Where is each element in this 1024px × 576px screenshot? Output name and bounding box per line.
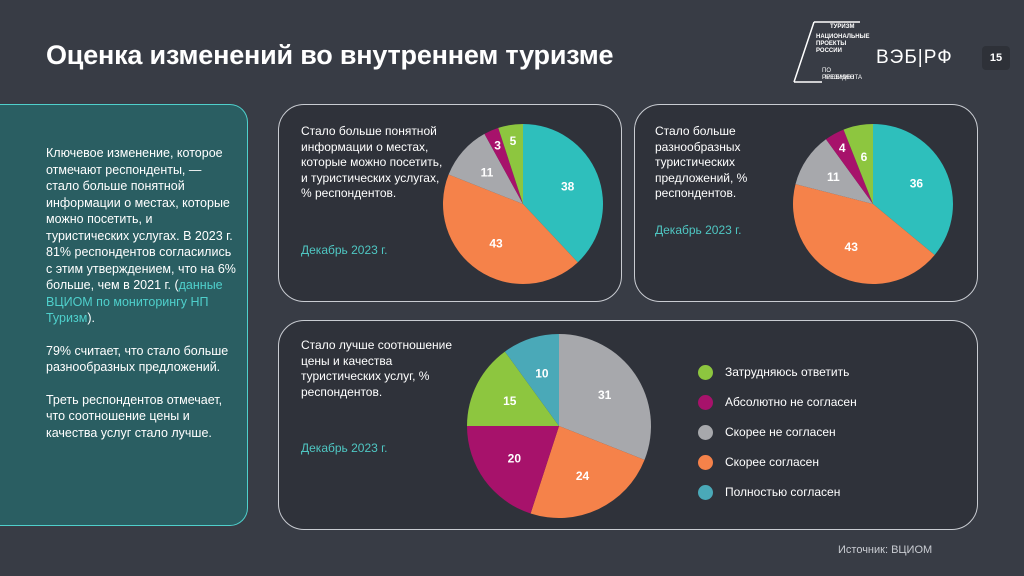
legend-label: Абсолютно не согласен <box>725 395 857 409</box>
pie-chart-2: 36 43 11 4 6 <box>793 124 953 284</box>
pie-slice <box>795 139 873 204</box>
source-note: Источник: ВЦИОМ <box>838 544 933 556</box>
legend-label: Полностью согласен <box>725 485 841 499</box>
legend-item: Полностью согласен <box>698 477 857 507</box>
pie-value-label: 20 <box>508 451 522 465</box>
pie-value-label: 36 <box>910 177 924 191</box>
chart-card-price-quality: Стало лучше соотношение цены и качества … <box>278 320 978 530</box>
pie-value-label: 11 <box>481 165 494 179</box>
chart-card-information: Стало больше понятной информации о места… <box>278 104 622 302</box>
pie-value-label: 6 <box>861 150 868 164</box>
legend-swatch <box>698 364 713 380</box>
pie-slice <box>484 127 523 204</box>
chart-1-date: Декабрь 2023 г. <box>301 243 388 257</box>
chart-3-date: Декабрь 2023 г. <box>301 441 388 455</box>
veb-rf-logo: ВЭБ|РФ <box>876 47 953 68</box>
pie-slice <box>504 334 559 426</box>
natproj-line-6: ПРЕЗИДЕНТА <box>822 75 862 81</box>
chart-2-title: Стало больше разнообразных туристических… <box>655 124 748 200</box>
pie-value-label: 5 <box>510 134 517 148</box>
pie-value-label: 3 <box>494 138 501 152</box>
summary-paragraph-3: Треть респондентов отмечает, что соотнош… <box>46 392 223 440</box>
chart-2-date: Декабрь 2023 г. <box>655 223 742 237</box>
legend-item: Абсолютно не согласен <box>698 387 857 417</box>
legend-swatch <box>698 454 713 470</box>
legend-label: Затрудняюсь ответить <box>725 365 850 379</box>
natproj-line-2: НАЦИОНАЛЬНЫЕ <box>816 34 870 40</box>
natproj-line-3: ПРОЕКТЫ <box>816 41 847 47</box>
summary-paragraph-1: Ключевое изменение, которое отмечают рес… <box>46 145 237 327</box>
national-projects-emblem-icon <box>793 21 860 83</box>
summary-p1-end: ). <box>87 311 95 325</box>
pie-slice <box>443 174 578 284</box>
pie-value-label: 15 <box>503 394 517 408</box>
pie-slice <box>559 334 651 460</box>
legend-label: Скорее согласен <box>725 455 819 469</box>
summary-p1-text: Ключевое изменение, которое отмечают рес… <box>46 146 236 292</box>
legend-swatch <box>698 484 713 500</box>
pie-slice <box>467 351 559 426</box>
pie-value-label: 38 <box>561 179 575 193</box>
pie-value-label: 24 <box>576 469 590 483</box>
chart-1-title: Стало больше понятной информации о места… <box>301 124 443 200</box>
pie-slice <box>825 129 873 204</box>
pie-slice <box>793 184 935 284</box>
pie-value-label: 11 <box>827 170 840 184</box>
natproj-line-5: ПО РЕШЕНИЮ <box>822 68 855 81</box>
page-number: 15 <box>982 46 1010 70</box>
natproj-line-4: РОССИИ <box>816 48 842 54</box>
legend-item: Скорее не согласен <box>698 417 857 447</box>
pie-value-label: 43 <box>845 240 859 254</box>
natproj-line-1: ТУРИЗМ <box>830 24 855 30</box>
pie-value-label: 4 <box>839 141 846 155</box>
pie-slice <box>498 124 523 204</box>
pie-chart-3: 31 24 20 15 10 <box>467 334 651 518</box>
pie-slice <box>467 426 559 514</box>
legend-swatch <box>698 424 713 440</box>
pie-chart-1: 38 43 113 5 <box>443 124 603 284</box>
chart-legend: Затрудняюсь ответить Абсолютно не соглас… <box>698 357 857 507</box>
pie-slice <box>523 124 603 263</box>
pie-value-label: 10 <box>535 367 549 381</box>
pie-value-label: 31 <box>598 388 612 402</box>
pie-slice <box>448 133 523 204</box>
chart-card-variety: Стало больше разнообразных туристических… <box>634 104 978 302</box>
chart-3-title: Стало лучше соотношение цены и качества … <box>301 338 453 399</box>
page-title: Оценка изменений во внутреннем туризме <box>46 40 614 70</box>
pie-slice <box>530 426 645 518</box>
pie-value-label: 43 <box>489 237 503 251</box>
national-projects-logo: ТУРИЗМ НАЦИОНАЛЬНЫЕ ПРОЕКТЫ РОССИИ ПО РЕ… <box>792 20 870 84</box>
legend-item: Затрудняюсь ответить <box>698 357 857 387</box>
summary-panel: Ключевое изменение, которое отмечают рес… <box>0 104 248 526</box>
legend-item: Скорее согласен <box>698 447 857 477</box>
summary-paragraph-2: 79% считает, что стало больше разнообраз… <box>46 343 229 375</box>
legend-label: Скорее не согласен <box>725 425 836 439</box>
legend-swatch <box>698 394 713 410</box>
pie-slice <box>873 124 953 255</box>
pie-slice <box>843 124 873 204</box>
vciom-data-link[interactable]: данные ВЦИОМ по мониторингу НП Туризм <box>46 278 223 325</box>
